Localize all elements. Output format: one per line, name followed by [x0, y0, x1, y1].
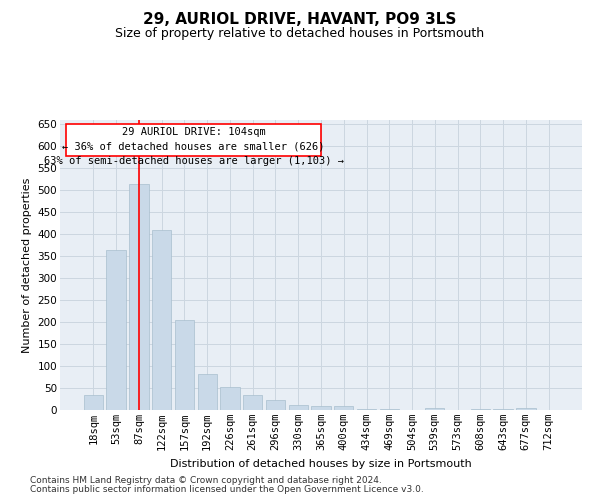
Bar	[311, 406, 331, 410]
Bar	[357, 409, 376, 410]
Bar	[106, 250, 126, 410]
Bar	[266, 400, 285, 410]
Bar	[289, 404, 308, 410]
Bar	[129, 184, 149, 410]
Bar	[493, 409, 513, 410]
Text: Contains public sector information licensed under the Open Government Licence v3: Contains public sector information licen…	[30, 484, 424, 494]
Text: 29 AURIOL DRIVE: 104sqm: 29 AURIOL DRIVE: 104sqm	[122, 127, 265, 137]
Bar	[243, 394, 262, 410]
Text: 29, AURIOL DRIVE, HAVANT, PO9 3LS: 29, AURIOL DRIVE, HAVANT, PO9 3LS	[143, 12, 457, 28]
Text: ← 36% of detached houses are smaller (626): ← 36% of detached houses are smaller (62…	[62, 142, 325, 152]
Text: Size of property relative to detached houses in Portsmouth: Size of property relative to detached ho…	[115, 28, 485, 40]
Text: Contains HM Land Registry data © Crown copyright and database right 2024.: Contains HM Land Registry data © Crown c…	[30, 476, 382, 485]
X-axis label: Distribution of detached houses by size in Portsmouth: Distribution of detached houses by size …	[170, 458, 472, 468]
Bar	[470, 409, 490, 410]
Bar	[425, 408, 445, 410]
Bar	[334, 406, 353, 410]
Bar	[516, 408, 536, 410]
Bar	[175, 320, 194, 410]
Bar	[220, 387, 239, 410]
Bar	[152, 230, 172, 410]
Bar	[84, 394, 103, 410]
Text: 63% of semi-detached houses are larger (1,103) →: 63% of semi-detached houses are larger (…	[44, 156, 343, 166]
Bar	[380, 409, 399, 410]
Y-axis label: Number of detached properties: Number of detached properties	[22, 178, 32, 352]
Bar	[197, 374, 217, 410]
